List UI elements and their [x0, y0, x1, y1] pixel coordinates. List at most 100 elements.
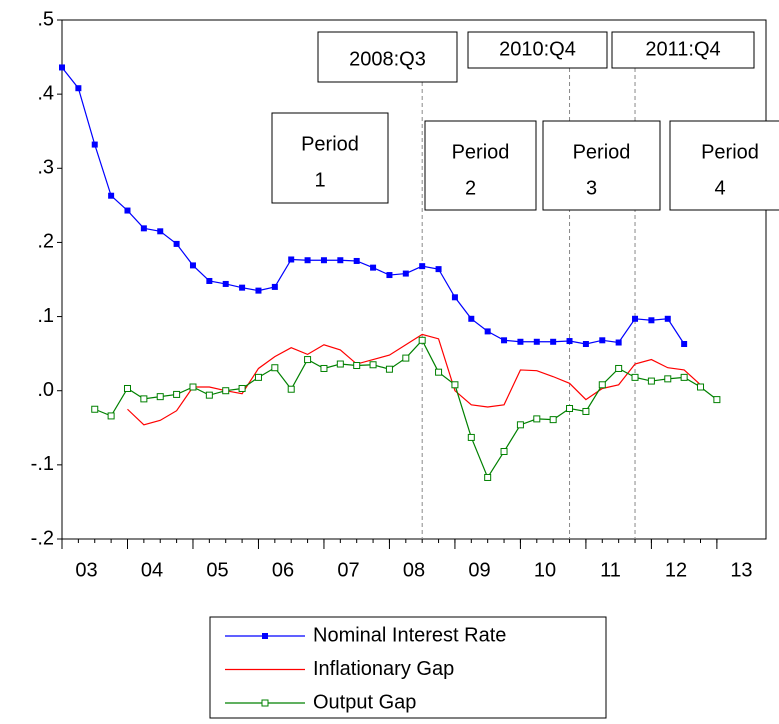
y-tick-label: .1 — [37, 305, 54, 327]
data-point — [173, 240, 180, 247]
data-point — [239, 284, 246, 291]
legend-label: Nominal Interest Rate — [313, 624, 506, 646]
data-point — [59, 64, 65, 71]
x-tick-label: 12 — [665, 559, 687, 581]
series-line — [127, 333, 701, 426]
x-tick-label: 08 — [403, 559, 425, 581]
y-tick-label: -.2 — [31, 527, 54, 549]
x-tick-label: 13 — [730, 559, 752, 581]
data-point — [647, 377, 655, 385]
data-point — [451, 294, 458, 301]
data-point — [533, 338, 540, 345]
data-point — [516, 421, 524, 429]
data-point — [370, 264, 377, 271]
data-point — [91, 405, 99, 413]
data-point — [222, 387, 230, 395]
legend-box — [209, 616, 607, 719]
y-tick-label: .0 — [37, 379, 54, 401]
x-tick-label: 03 — [75, 559, 97, 581]
legend-marker — [261, 699, 269, 707]
data-point — [681, 341, 688, 348]
data-point — [353, 257, 360, 264]
period-label: Period — [301, 133, 359, 155]
annotation-label: 2010:Q4 — [499, 38, 576, 60]
data-point — [385, 365, 393, 373]
data-point — [157, 228, 164, 235]
data-point — [697, 383, 705, 391]
data-point — [107, 412, 115, 420]
data-point — [533, 415, 541, 423]
period-box — [424, 120, 537, 211]
y-tick-label: .3 — [37, 157, 54, 179]
data-point — [108, 192, 115, 199]
period-box — [669, 120, 779, 211]
legend-label: Inflationary Gap — [313, 658, 454, 680]
data-point — [353, 362, 361, 370]
data-point — [713, 396, 721, 404]
data-point — [271, 283, 278, 290]
data-point — [517, 338, 524, 345]
data-point — [287, 385, 295, 393]
data-point — [320, 257, 327, 264]
data-point — [288, 256, 295, 263]
x-tick-label: 11 — [600, 559, 621, 581]
data-point — [435, 266, 442, 273]
data-point — [206, 277, 213, 284]
plot-frame — [61, 19, 767, 540]
period-label: Period — [573, 141, 631, 163]
period-number: 1 — [314, 169, 325, 191]
data-point — [631, 373, 639, 381]
x-tick-label: 07 — [337, 559, 359, 581]
data-point — [304, 257, 311, 264]
data-point — [615, 364, 623, 372]
data-point — [632, 315, 639, 322]
x-tick-label: 10 — [534, 559, 556, 581]
data-point — [205, 391, 213, 399]
data-point — [435, 368, 443, 376]
data-point — [124, 207, 131, 214]
legend-marker — [262, 633, 268, 639]
data-point — [467, 433, 475, 441]
data-point — [336, 360, 344, 368]
data-point — [173, 390, 181, 398]
period-box — [542, 120, 661, 211]
data-point — [582, 341, 589, 348]
data-point — [501, 337, 508, 344]
data-point — [238, 384, 246, 392]
y-tick-label: -.1 — [31, 453, 54, 475]
legend-label: Output Gap — [313, 691, 416, 713]
data-point — [484, 473, 492, 481]
data-point — [451, 381, 459, 389]
data-point — [75, 85, 82, 92]
data-point — [222, 280, 229, 287]
x-tick-label: 06 — [272, 559, 294, 581]
data-point — [386, 272, 393, 279]
period-number: 3 — [586, 177, 597, 199]
data-point — [402, 354, 410, 362]
annotation-box — [611, 31, 755, 69]
period-box — [271, 112, 389, 204]
period-label: Period — [701, 141, 759, 163]
annotation-box — [317, 31, 458, 83]
data-point — [369, 361, 377, 369]
data-point — [91, 141, 98, 148]
data-point — [418, 336, 426, 344]
data-point — [255, 287, 262, 294]
period-number: 4 — [714, 177, 725, 199]
data-point — [189, 383, 197, 391]
data-point — [484, 328, 491, 335]
data-point — [156, 393, 164, 401]
data-point — [566, 338, 573, 345]
data-point — [419, 263, 426, 270]
data-point — [582, 407, 590, 415]
y-tick-label: .2 — [37, 231, 54, 253]
data-point — [468, 315, 475, 322]
annotation-box — [467, 31, 608, 69]
data-point — [140, 395, 148, 403]
data-point — [680, 373, 688, 381]
x-tick-label: 09 — [468, 559, 490, 581]
data-point — [500, 448, 508, 456]
period-label: Period — [452, 141, 510, 163]
